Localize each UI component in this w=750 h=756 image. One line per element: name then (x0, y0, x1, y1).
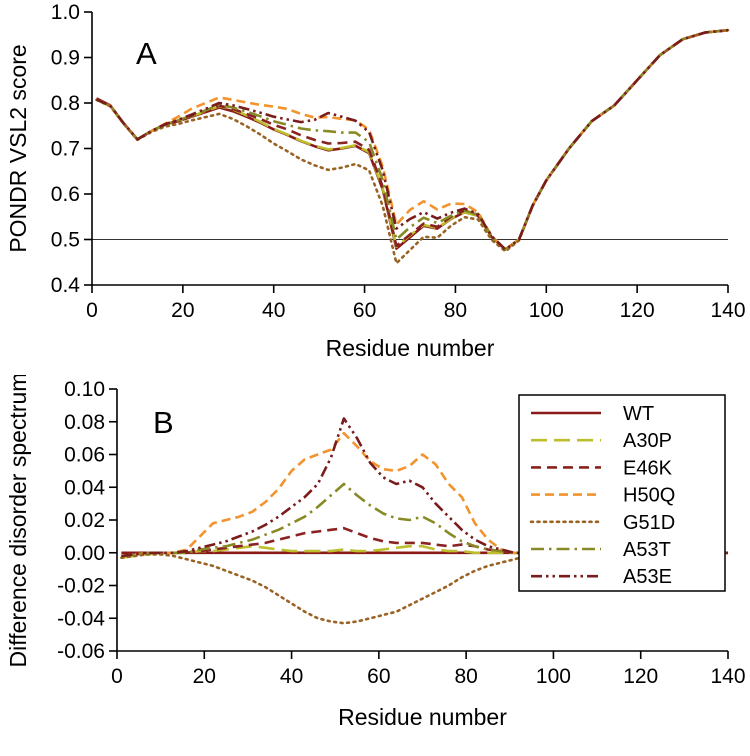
series-line-G51D (95, 28, 730, 265)
x-tick-label: 100 (529, 299, 564, 322)
legend-label-E46K: E46K (623, 457, 673, 479)
legend-label-A30P: A30P (623, 430, 672, 452)
legend-label-G51D: G51D (623, 512, 675, 534)
y-tick-label: 0.5 (51, 229, 80, 252)
legend-box (518, 394, 726, 592)
legend-label-A53E: A53E (623, 566, 672, 588)
legend-label-H50Q: H50Q (623, 485, 675, 507)
panel-letter: A (136, 36, 157, 71)
x-tick-label: 120 (620, 299, 655, 322)
x-tick-label: 100 (536, 665, 571, 688)
x-tick-label: 80 (454, 665, 477, 688)
panel-a-svg: 0 20 40 60 80 100 120 140 1.0 0.9 0.8 0.7 0.6 0.5 0.4 A… (5, 1, 746, 361)
y-tick-label: -0.02 (57, 575, 105, 598)
y-tick-label: 0.08 (64, 411, 105, 434)
y-tick-label: 0.04 (64, 476, 105, 499)
x-tick-label: 120 (623, 665, 658, 688)
x-axis-title: Residue number (338, 704, 507, 730)
series-line-A53E (95, 28, 729, 251)
x-tick-label: 60 (353, 299, 376, 322)
y-tick-label: 0.9 (51, 47, 80, 70)
y-tick-label: 0.6 (51, 183, 80, 206)
y-tick-label: 0.00 (64, 542, 105, 565)
series-line-E46K (121, 526, 728, 558)
panel-a-chart: 0 20 40 60 80 100 120 140 1.0 0.9 0.8 0.7 0.6 0.5 0.4 A… (0, 0, 750, 375)
y-tick-label: -0.04 (57, 607, 105, 630)
x-tick-label: 40 (262, 299, 285, 322)
y-tick-label: 0.10 (64, 378, 105, 401)
series-line-G51D (120, 551, 730, 625)
x-tick-label: 140 (710, 299, 745, 322)
y-tick-label: 0.06 (64, 444, 105, 467)
y-tick-label: 0.8 (51, 92, 80, 115)
panel-b-chart: 0 20 40 60 80 100 120 140 0.10 0.08 0.06 0.04 0.02 0.… (0, 373, 750, 756)
legend-label-WT: WT (623, 403, 654, 425)
y-tick-label: 1.0 (51, 1, 80, 24)
series-line-A53E (121, 417, 728, 558)
x-tick-label: 0 (111, 665, 123, 688)
x-tick-label: 140 (710, 665, 745, 688)
x-tick-label: 60 (367, 665, 390, 688)
y-tick-label: 0.7 (51, 138, 80, 161)
y-tick-label: 0.02 (64, 509, 105, 532)
y-axis-title: Difference disorder spectrum (5, 375, 31, 667)
x-tick-label: 40 (280, 665, 303, 688)
x-tick-label: 80 (444, 299, 467, 322)
y-tick-label: 0.4 (51, 274, 81, 297)
x-tick-label: 20 (171, 299, 194, 322)
x-tick-label: 20 (193, 665, 216, 688)
legend-label-A53T: A53T (623, 539, 671, 561)
x-tick-label: 0 (86, 299, 98, 322)
y-axis-title: PONDR VSL2 score (5, 44, 31, 252)
series-line-A53T (95, 28, 729, 251)
series-line-H50Q (121, 431, 728, 558)
x-axis-title: Residue number (326, 335, 495, 361)
y-tick-label: -0.06 (57, 640, 105, 663)
panel-letter: B (153, 405, 174, 440)
panel-b-svg: 0 20 40 60 80 100 120 140 0.10 0.08 0.06 0.04 0.02 0.… (5, 373, 746, 730)
